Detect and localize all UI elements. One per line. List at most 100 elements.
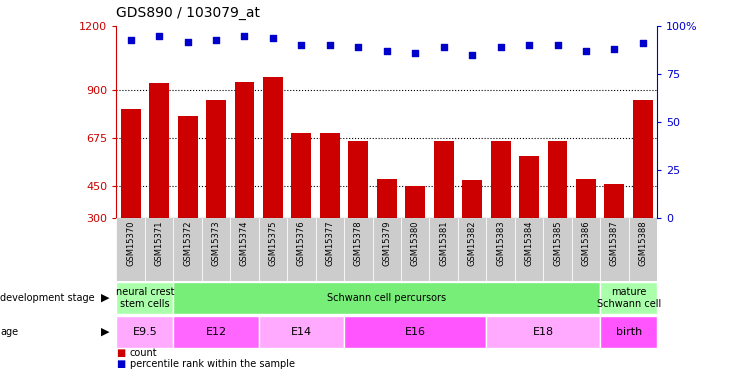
Bar — [401, 217, 430, 281]
Text: mature
Schwann cell: mature Schwann cell — [596, 287, 661, 309]
Text: GSM15388: GSM15388 — [638, 220, 647, 266]
Bar — [149, 82, 169, 218]
Bar — [344, 217, 372, 281]
Text: GSM15386: GSM15386 — [581, 220, 590, 266]
Bar — [173, 217, 202, 281]
Bar — [434, 141, 454, 218]
Bar — [145, 217, 173, 281]
Text: ■: ■ — [116, 359, 125, 369]
Bar — [519, 156, 539, 218]
Text: GSM15372: GSM15372 — [183, 220, 192, 266]
Point — [551, 42, 563, 48]
Text: GSM15380: GSM15380 — [411, 220, 420, 266]
Bar — [116, 316, 173, 348]
Bar — [177, 116, 198, 218]
Point — [580, 48, 592, 54]
Bar — [572, 217, 600, 281]
Bar — [490, 141, 511, 218]
Bar — [231, 217, 258, 281]
Point — [210, 37, 222, 43]
Text: ▶: ▶ — [101, 293, 110, 303]
Bar — [377, 179, 397, 218]
Text: GSM15385: GSM15385 — [553, 220, 562, 266]
Text: E9.5: E9.5 — [132, 327, 157, 337]
Bar — [629, 217, 657, 281]
Bar — [258, 217, 287, 281]
Text: GSM15377: GSM15377 — [325, 220, 334, 266]
Point — [295, 42, 307, 48]
Text: GSM15382: GSM15382 — [468, 220, 477, 266]
Bar — [633, 100, 653, 218]
Bar — [116, 282, 173, 314]
Bar — [430, 217, 458, 281]
Bar — [462, 180, 482, 218]
Text: neural crest
stem cells: neural crest stem cells — [116, 287, 174, 309]
Text: GSM15371: GSM15371 — [155, 220, 164, 266]
Bar — [458, 217, 487, 281]
Text: ▶: ▶ — [101, 327, 110, 337]
Bar — [406, 186, 425, 218]
Bar — [487, 316, 600, 348]
Bar — [315, 217, 344, 281]
Text: E18: E18 — [532, 327, 553, 337]
Bar — [543, 217, 572, 281]
Bar — [291, 132, 312, 218]
Text: GSM15370: GSM15370 — [126, 220, 135, 266]
Point — [153, 33, 165, 39]
Text: E14: E14 — [291, 327, 312, 337]
Text: GSM15376: GSM15376 — [297, 220, 306, 266]
Bar — [320, 132, 339, 218]
Text: Schwann cell percursors: Schwann cell percursors — [327, 293, 446, 303]
Point — [381, 48, 393, 54]
Point — [608, 46, 620, 52]
Bar — [487, 217, 515, 281]
Bar — [173, 316, 258, 348]
Text: count: count — [130, 348, 158, 358]
Text: GSM15384: GSM15384 — [524, 220, 533, 266]
Text: E12: E12 — [206, 327, 227, 337]
Point — [523, 42, 535, 48]
Bar — [605, 183, 624, 218]
Text: GSM15375: GSM15375 — [268, 220, 277, 266]
Text: development stage: development stage — [0, 293, 95, 303]
Bar — [576, 179, 596, 218]
Point — [409, 50, 421, 56]
Text: GSM15379: GSM15379 — [382, 220, 391, 266]
Text: GSM15387: GSM15387 — [610, 220, 619, 266]
Text: ■: ■ — [116, 348, 125, 358]
Bar — [600, 316, 657, 348]
Bar — [372, 217, 401, 281]
Point — [182, 39, 194, 45]
Bar — [263, 77, 283, 218]
Text: GSM15383: GSM15383 — [496, 220, 505, 266]
Point — [239, 33, 251, 39]
Bar — [287, 217, 315, 281]
Bar — [348, 141, 368, 218]
Text: GSM15374: GSM15374 — [240, 220, 249, 266]
Point — [466, 52, 478, 58]
Bar — [547, 141, 568, 218]
Bar — [600, 217, 629, 281]
Bar — [515, 217, 543, 281]
Bar — [206, 100, 226, 218]
Bar — [600, 282, 657, 314]
Point — [267, 35, 279, 41]
Text: GSM15373: GSM15373 — [212, 220, 221, 266]
Bar — [173, 282, 600, 314]
Bar — [344, 316, 487, 348]
Bar — [234, 81, 255, 218]
Bar — [202, 217, 231, 281]
Text: GSM15381: GSM15381 — [439, 220, 448, 266]
Text: age: age — [0, 327, 18, 337]
Bar — [258, 316, 344, 348]
Bar — [121, 109, 140, 217]
Text: GSM15378: GSM15378 — [354, 220, 363, 266]
Point — [495, 44, 507, 50]
Text: E16: E16 — [405, 327, 426, 337]
Point — [637, 40, 649, 46]
Point — [438, 44, 450, 50]
Point — [352, 44, 364, 50]
Point — [125, 37, 137, 43]
Text: GDS890 / 103079_at: GDS890 / 103079_at — [116, 6, 261, 20]
Text: birth: birth — [616, 327, 642, 337]
